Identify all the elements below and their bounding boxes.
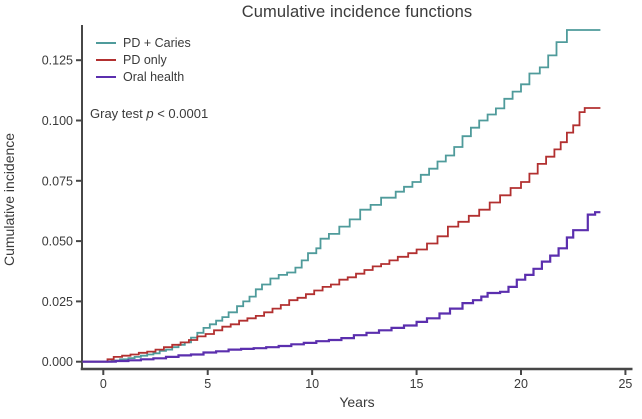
legend-entry-oral-health: Oral health <box>96 69 191 86</box>
y-tick-label: 0.075 <box>42 174 73 188</box>
chart-title: Cumulative incidence functions <box>241 3 473 21</box>
curve-pd-only <box>82 107 601 363</box>
x-tick-label: 15 <box>410 377 424 391</box>
annotation-suffix: < 0.0001 <box>153 106 209 121</box>
x-tick-label: 10 <box>305 377 319 391</box>
curve-oral-health <box>82 211 601 363</box>
legend-line-swatch-red <box>96 58 116 61</box>
legend-label: PD + Caries <box>123 35 191 50</box>
annotation-prefix: Gray test <box>90 106 147 121</box>
y-tick-label: 0.000 <box>42 355 73 369</box>
x-tick-label: 5 <box>204 377 211 391</box>
legend-line-swatch-purple <box>96 76 116 79</box>
y-tick-label: 0.125 <box>42 54 73 68</box>
legend-label: Oral health <box>123 70 185 85</box>
x-tick-label: 0 <box>100 377 107 391</box>
legend-label: PD only <box>123 52 167 67</box>
gray-test-annotation: Gray test p < 0.0001 <box>90 106 208 121</box>
legend-line-swatch-teal <box>96 41 116 44</box>
y-tick-label: 0.100 <box>42 114 73 128</box>
y-axis-title: Cumulative incidence <box>1 132 17 266</box>
x-tick-label: 25 <box>618 377 632 391</box>
x-tick-label: 20 <box>514 377 528 391</box>
y-tick-label: 0.025 <box>42 295 73 309</box>
annotation-p-symbol: p <box>146 106 154 121</box>
x-axis-title: Years <box>339 394 375 410</box>
legend-entry-pd-caries: PD + Caries <box>96 34 191 51</box>
y-tick-label: 0.050 <box>42 235 73 249</box>
legend: PD + Caries PD only Oral health <box>96 34 191 86</box>
curve-pd-caries <box>82 29 601 363</box>
legend-entry-pd-only: PD only <box>96 51 191 68</box>
